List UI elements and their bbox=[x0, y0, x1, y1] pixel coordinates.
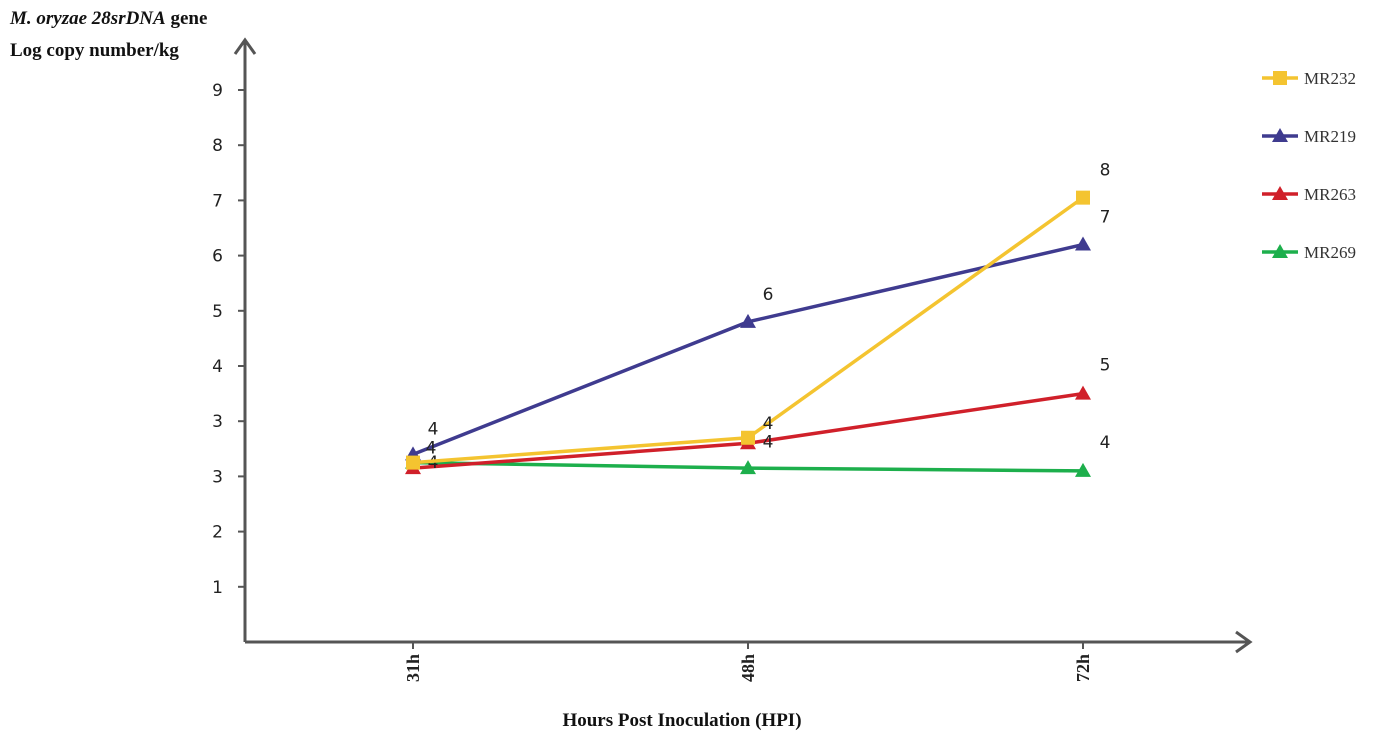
series-MR232: 448 bbox=[406, 161, 1110, 470]
y-tick-label: 8 bbox=[212, 136, 223, 156]
data-point-marker bbox=[740, 313, 756, 328]
x-tick-label: 31h bbox=[403, 654, 423, 682]
axes bbox=[233, 37, 1253, 654]
legend-label: MR232 bbox=[1304, 69, 1356, 88]
y-axis-arrow bbox=[233, 37, 257, 55]
chart-title-italic: M. oryzae 28srDNA bbox=[10, 8, 166, 29]
y-tick-label: 1 bbox=[212, 578, 223, 598]
x-axis-title: Hours Post Inoculation (HPI) bbox=[562, 710, 801, 731]
data-point-marker bbox=[1076, 190, 1090, 205]
legend-item-MR269: MR269 bbox=[1262, 243, 1356, 262]
y-tick-label: 9 bbox=[212, 81, 223, 101]
y-tick-label: 2 bbox=[212, 523, 223, 543]
legend-item-MR263: MR263 bbox=[1262, 185, 1356, 204]
series-line bbox=[412, 196, 1085, 465]
legend-label: MR269 bbox=[1304, 243, 1356, 262]
data-point-marker bbox=[1075, 236, 1091, 251]
legend-item-MR219: MR219 bbox=[1262, 127, 1356, 146]
legend-item-MR232: MR232 bbox=[1262, 69, 1356, 88]
data-point-marker bbox=[1075, 385, 1091, 400]
data-label: 4 bbox=[426, 439, 437, 459]
x-tick-label: 72h bbox=[1073, 654, 1093, 682]
series-line bbox=[412, 242, 1084, 456]
data-label: 7 bbox=[1100, 208, 1111, 228]
y-axis-title: Log copy number/kg bbox=[10, 40, 179, 61]
data-label: 4 bbox=[428, 453, 439, 473]
y-tick-label: 3 bbox=[212, 467, 223, 487]
x-ticks: 31h 48h 72h bbox=[403, 642, 1093, 682]
data-label: 4 bbox=[1100, 433, 1111, 453]
legend-label: MR219 bbox=[1304, 127, 1356, 146]
data-label: 6 bbox=[763, 285, 774, 305]
x-tick-label: 48h bbox=[738, 654, 758, 682]
data-point-marker bbox=[1075, 462, 1091, 477]
data-point-marker bbox=[741, 430, 755, 445]
chart-title-line1: M. oryzae 28srDNA gene bbox=[10, 8, 207, 30]
data-label: 5 bbox=[1100, 356, 1111, 376]
legend: MR232 MR219 MR263 MR269 bbox=[1262, 69, 1356, 262]
series-MR219: 4 6 7 bbox=[405, 208, 1110, 461]
legend-marker bbox=[1272, 186, 1288, 200]
data-label: 4 bbox=[428, 419, 439, 439]
data-point-marker bbox=[740, 460, 756, 475]
x-axis-arrow bbox=[1235, 630, 1253, 654]
y-tick-label: 4 bbox=[212, 357, 223, 377]
y-tick-label: 6 bbox=[212, 247, 223, 267]
y-tick-label: 5 bbox=[212, 302, 223, 322]
legend-marker bbox=[1272, 244, 1288, 258]
legend-label: MR263 bbox=[1304, 185, 1356, 204]
y-ticks: 1 2 3 3 4 5 6 7 8 9 bbox=[212, 81, 245, 598]
data-label: 4 bbox=[763, 432, 774, 452]
legend-marker bbox=[1272, 128, 1288, 142]
data-label: 4 bbox=[763, 414, 774, 434]
data-point-marker bbox=[406, 455, 420, 470]
legend-marker bbox=[1273, 71, 1287, 85]
data-label: 8 bbox=[1100, 161, 1111, 181]
chart-title-rest: gene bbox=[165, 8, 208, 29]
y-tick-label: 7 bbox=[212, 191, 223, 211]
y-tick-label: 3 bbox=[212, 412, 223, 432]
